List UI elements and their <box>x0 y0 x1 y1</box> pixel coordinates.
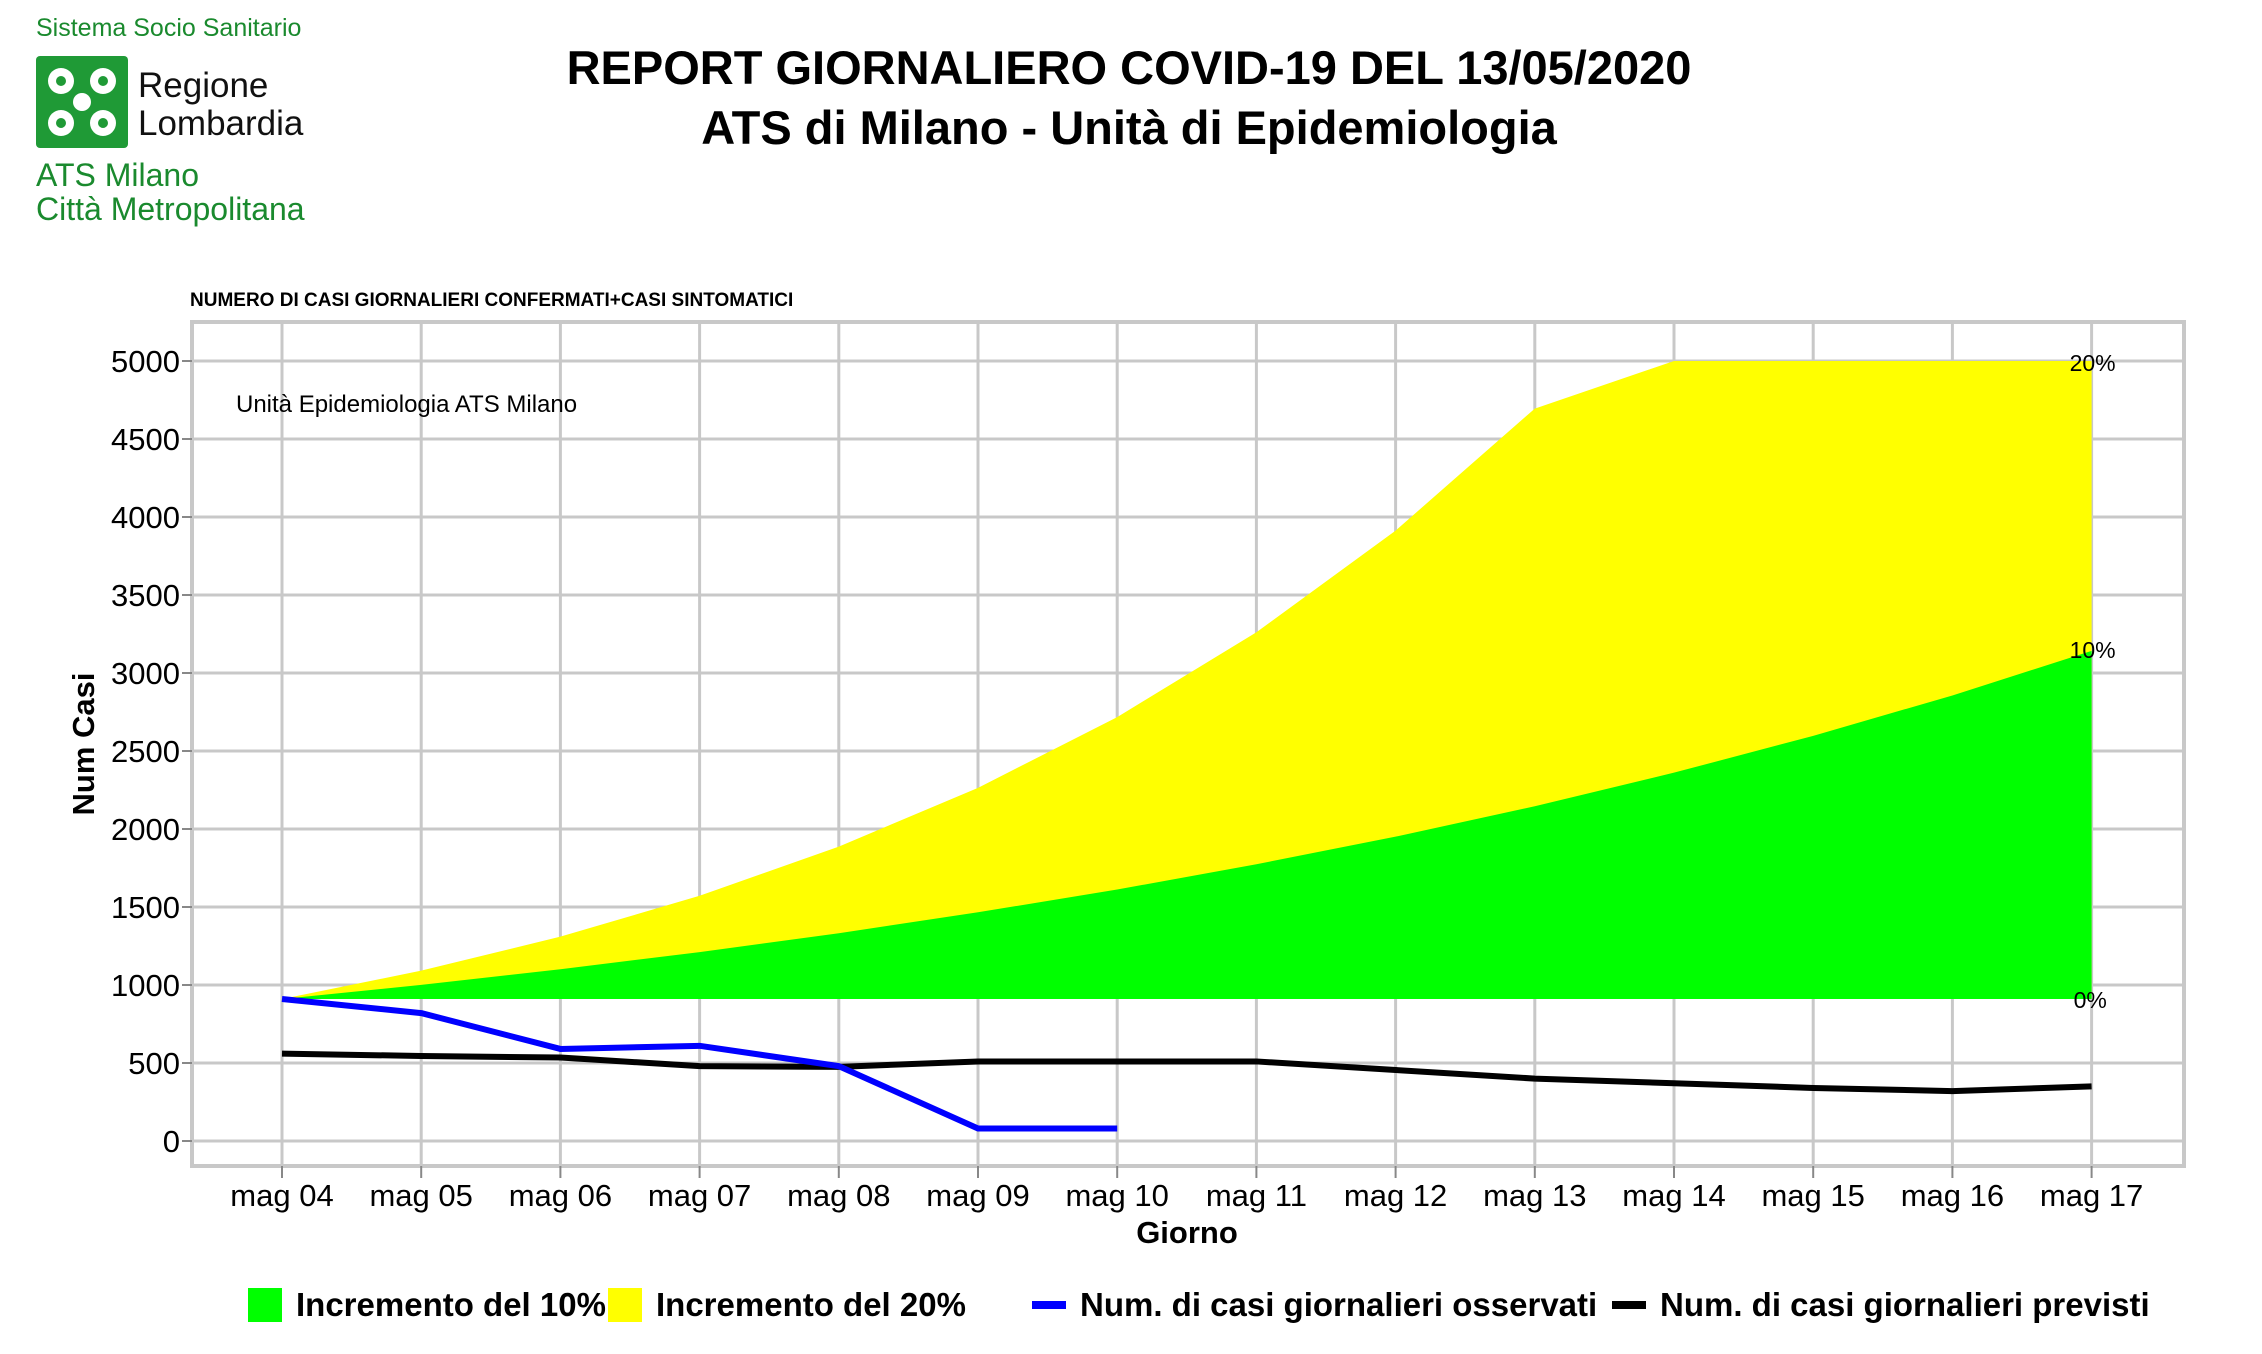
band-label-20: 20% <box>2070 350 2116 376</box>
plot-frame <box>190 320 2186 1168</box>
observed-cases-line <box>281 996 1118 1132</box>
chart-annotation: Unità Epidemiologia ATS Milano <box>236 391 577 418</box>
legend-swatch <box>608 1288 642 1322</box>
x-tick-label: mag 09 <box>926 1178 1029 1213</box>
legend-item: Incremento del 20% <box>608 1282 966 1328</box>
x-tick-label: mag 10 <box>1065 1178 1168 1213</box>
y-tick-label: 2000 <box>111 812 180 847</box>
band-label-10: 10% <box>2070 637 2116 663</box>
y-tick-label: 4000 <box>111 500 180 535</box>
legend-swatch <box>1032 1301 1066 1309</box>
y-tick-label: 4500 <box>111 422 180 457</box>
y-tick-label: 1000 <box>111 968 180 1003</box>
band-label-0: 0% <box>2074 987 2107 1013</box>
y-tick-label: 2500 <box>111 734 180 769</box>
legend-item: Num. di casi giornalieri osservati <box>1032 1282 1597 1328</box>
chart-legend: Incremento del 10% Incremento del 20% Num.… <box>240 1282 2240 1328</box>
legend-swatch <box>248 1288 282 1322</box>
logo-name-line2: Lombardia <box>138 104 304 143</box>
legend-label: Num. di casi giornalieri osservati <box>1080 1286 1598 1323</box>
legend-swatch <box>1612 1301 1646 1309</box>
x-tick-label: mag 15 <box>1761 1178 1864 1213</box>
x-tick-label: mag 12 <box>1344 1178 1447 1213</box>
x-tick-label: mag 07 <box>648 1178 751 1213</box>
y-tick-label: 500 <box>128 1046 180 1081</box>
y-tick-label: 1500 <box>111 890 180 925</box>
x-tick-label: mag 17 <box>2040 1178 2143 1213</box>
report-title-line2: ATS di Milano - Unità di Epidemiologia <box>701 101 1557 154</box>
logo-ats-line1: ATS Milano <box>36 157 200 193</box>
band-10-percent <box>282 650 2092 1000</box>
regione-lombardia-logo: Sistema Socio Sanitario Regione Lombardi… <box>36 10 366 230</box>
x-tick-label: mag 11 <box>1206 1178 1307 1213</box>
logo-name-line1: Regione <box>138 66 269 105</box>
y-tick-label: 5000 <box>111 344 180 379</box>
y-tick-label: 3500 <box>111 578 180 613</box>
logo-ats-line2: Città Metropolitana <box>36 191 305 227</box>
legend-label: Incremento del 10% <box>296 1286 606 1323</box>
lombardy-rose-icon <box>36 56 128 148</box>
x-tick-label: mag 13 <box>1483 1178 1586 1213</box>
logo-system-text: Sistema Socio Sanitario <box>36 14 302 42</box>
x-tick-label: mag 08 <box>787 1178 890 1213</box>
report-title-line1: REPORT GIORNALIERO COVID-19 DEL 13/05/20… <box>566 41 1692 94</box>
x-tick-label: mag 05 <box>369 1178 472 1213</box>
report-title: REPORT GIORNALIERO COVID-19 DEL 13/05/20… <box>0 38 2262 158</box>
y-tick-label: 3000 <box>111 656 180 691</box>
x-tick-label: mag 16 <box>1901 1178 2004 1213</box>
y-tick-label: 0 <box>163 1124 180 1159</box>
x-tick-label: mag 14 <box>1622 1178 1725 1213</box>
chart-title: NUMERO DI CASI GIORNALIERI CONFERMATI+CA… <box>190 290 793 311</box>
legend-item: Num. di casi giornalieri previsti <box>1612 1282 2150 1328</box>
x-tick-label: mag 04 <box>230 1178 333 1213</box>
x-axis-label: Giorno <box>1136 1215 1238 1250</box>
y-axis-label: Num Casi <box>66 673 101 816</box>
legend-item: Incremento del 10% <box>248 1282 606 1328</box>
x-tick-label: mag 06 <box>509 1178 612 1213</box>
expected-cases-line <box>281 1050 2092 1095</box>
legend-label: Incremento del 20% <box>656 1286 966 1323</box>
legend-label: Num. di casi giornalieri previsti <box>1660 1286 2150 1323</box>
